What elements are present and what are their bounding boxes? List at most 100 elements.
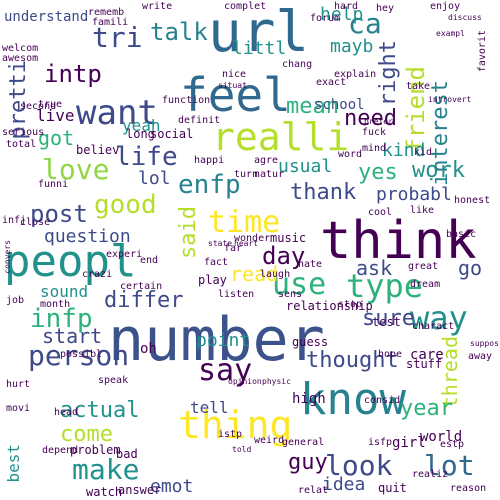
word-yeah: yeah [122,116,161,135]
word-right: right [376,40,401,107]
word-natur: natur [254,169,285,180]
word-bad: bad [116,447,138,461]
word-basic: basic [446,229,477,240]
word-state: state [208,239,233,248]
word-start: start [42,324,103,348]
word-peopl: peopl [4,236,137,287]
word-sure: sure [362,306,415,331]
word-music: music [270,231,307,245]
word-work: work [412,158,465,183]
word-reason: reason [450,483,487,494]
word-second: second [20,101,57,112]
word-stop: stop [338,299,363,310]
word-url: url [208,0,310,65]
word-live: live [36,106,75,125]
word-hey: hey [376,3,395,14]
word-remember: rememb [88,7,125,18]
word-realli: realli [212,115,350,159]
word-chang: chang [282,59,313,70]
word-weird: weird [254,435,285,446]
word-relationship: relationship [286,299,373,313]
word-away: away [468,351,493,362]
word-happi: happi [194,155,225,166]
word-quit: quit [378,481,407,495]
word-actual: actual [60,398,140,423]
word-turn: turn [234,169,259,180]
word-thought: thought [306,348,399,373]
word-lol: lol [138,168,171,189]
word-read: read [230,262,279,286]
word-love: love [42,153,110,186]
word-thank: thank [290,180,357,205]
word-sens: sens [278,289,303,300]
word-total: total [6,139,37,150]
word-number: number [108,305,325,375]
word-charact: charact [412,321,455,332]
word-world: world [420,429,463,445]
word-opinion: opinion [228,377,262,386]
word-kid: kid [414,147,433,158]
word-say: say [198,353,253,388]
word-time: time [208,205,281,240]
word-cool: cool [368,207,393,218]
word-funni: funni [38,179,69,190]
word-tri: tri [92,21,143,54]
word-feel: feel [180,68,291,122]
word-way: way [410,299,468,337]
word-help: help [320,4,364,25]
word-want: want [76,93,158,133]
word-come: come [60,422,113,447]
word-probabl: probabl [376,184,452,205]
word-question: question [44,226,131,247]
word-oh: oh [140,341,157,357]
word-explain: explain [334,69,377,80]
word-hate: hate [298,259,323,270]
word-take: take [406,81,431,92]
word-fact: fact [204,257,229,268]
word-believ: believ [76,143,120,157]
word-year: year [400,396,453,421]
word-kind: kind [382,140,426,161]
word-think: think [320,211,477,271]
word-speak: speak [98,375,129,386]
word-differ: differ [104,288,184,313]
word-girl: girl [392,435,426,451]
word-problem: problem [70,443,121,457]
word-wonder: wonder [234,233,271,244]
word-day: day [262,242,306,270]
word-forum: forum [310,13,341,24]
word-consid: consid [364,395,401,406]
word-dream: dream [410,279,441,290]
word-post: post [30,200,88,228]
word-head: head [54,407,79,418]
word-best: best [4,444,23,483]
word-guess: guess [292,335,329,349]
word-know: know [300,374,406,425]
word-nice: nice [222,69,247,80]
word-make: make [72,453,140,486]
word-heart: heart [234,239,259,248]
word-word: word [338,149,363,160]
word-job: job [6,295,25,306]
word-usual: usual [278,156,333,177]
word-mean: mean [286,94,339,119]
word-favorit: favorit [477,30,488,73]
word-got: got [38,126,75,150]
word-discuss: discuss [448,13,482,22]
word-awesom: awesom [2,53,39,64]
word-istp: istp [218,429,243,440]
word-type: type [346,267,424,305]
word-close: close [20,217,51,228]
word-mayb: mayb [330,36,374,57]
word-general: general [282,437,325,448]
word-true: true [38,99,63,110]
word-emot: emot [150,476,194,497]
word-serious: serious [2,127,45,138]
word-sound: sound [40,282,89,301]
word-hope: hope [378,349,403,360]
word-said: said [176,206,201,259]
word-hard: hard [334,1,359,12]
word-watch: watch [86,485,123,499]
word-told: told [232,445,252,454]
